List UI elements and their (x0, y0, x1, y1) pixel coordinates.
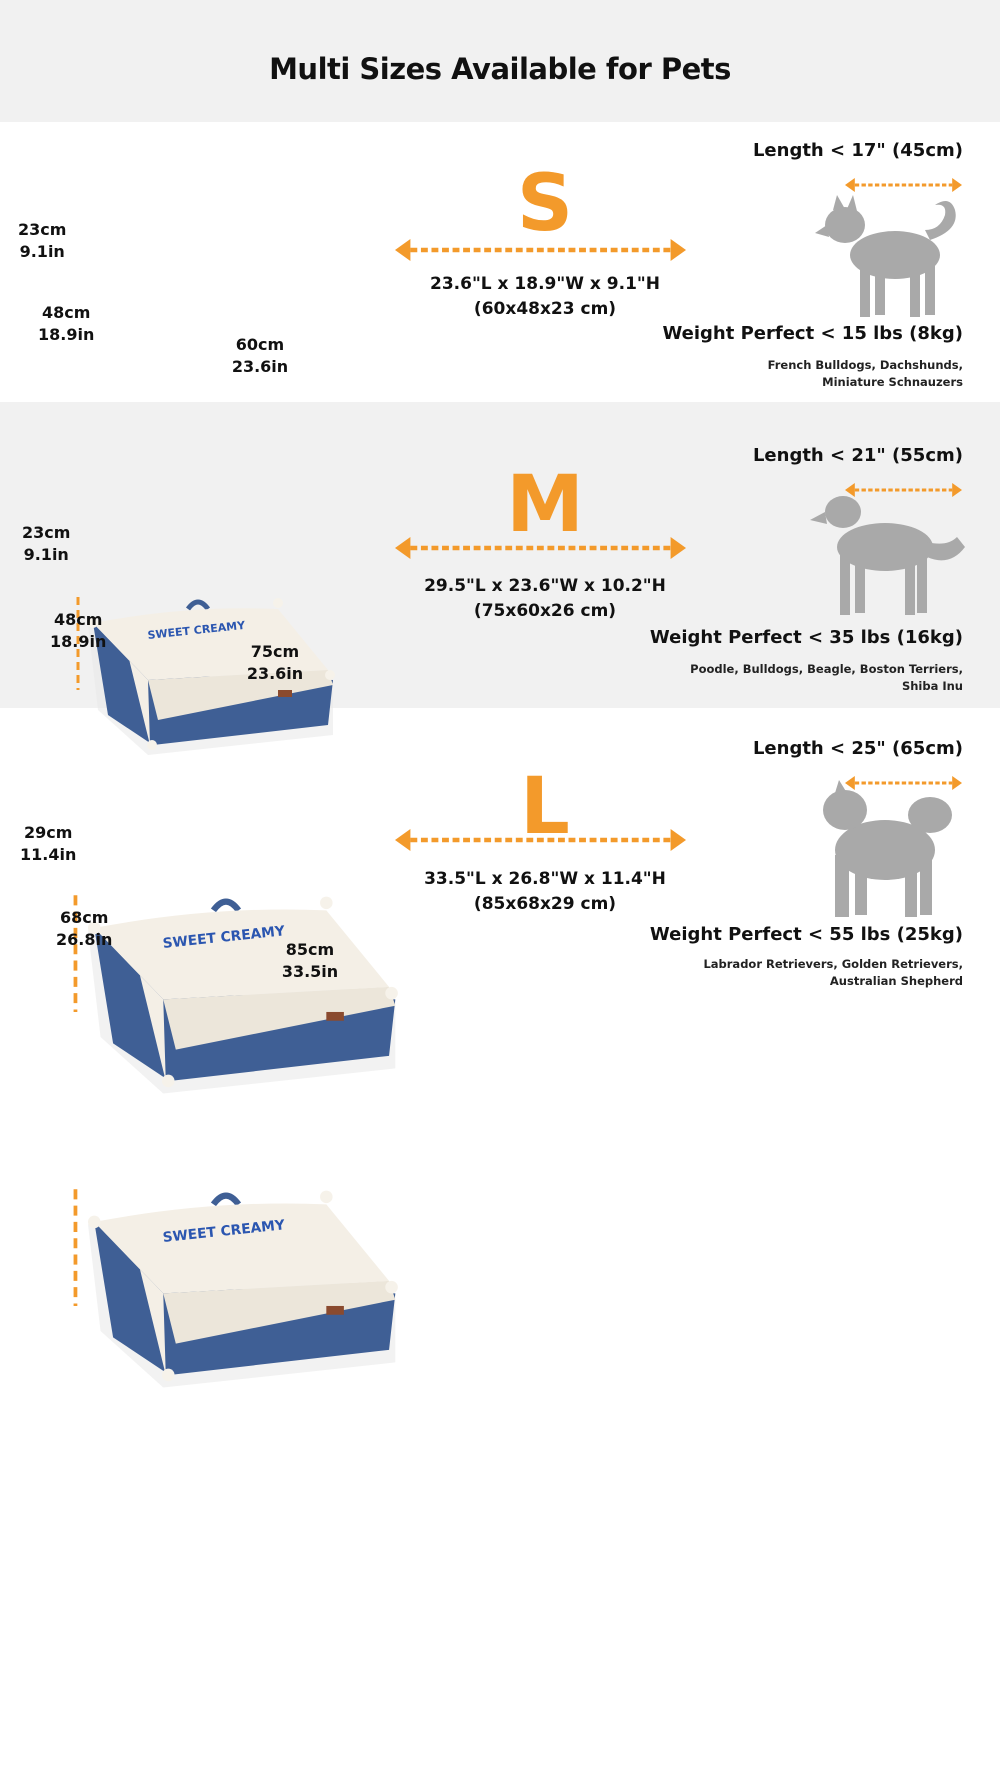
breeds-line-2: Shiba Inu (901, 679, 963, 693)
size-arrow-icon (395, 239, 686, 261)
weight-limit: Weight Perfect < 35 lbs (16kg) (649, 627, 963, 648)
size-arrow-icon (395, 537, 686, 559)
width-cm: 68cm (59, 908, 109, 927)
height-in: 9.1in (19, 242, 65, 261)
fluffy-dog-silhouette-icon (823, 780, 952, 917)
width-in: 18.9in (38, 325, 95, 344)
bed-length-label: 85cm 33.5in (280, 939, 340, 983)
breeds-line-2: Miniature Schnauzers (822, 375, 963, 389)
bed-height-label: 23cm 9.1in (18, 219, 66, 263)
length-cm: 75cm (250, 642, 300, 661)
dimensions-inches: 33.5"L x 26.8"W x 11.4"H (424, 869, 666, 889)
length-cm: 85cm (285, 940, 335, 959)
dimensions-inches: 29.5"L x 23.6"W x 10.2"H (424, 576, 666, 596)
section-small (0, 122, 1000, 402)
breed-list: French Bulldogs, Dachshunds, Miniature Sc… (768, 357, 963, 391)
length-cm: 60cm (235, 335, 285, 354)
breeds-line-1: Poodle, Bulldogs, Beagle, Boston Terrier… (690, 662, 963, 676)
bed-length-label: 75cm 23.6in (245, 641, 305, 685)
pet-length: Length < 17" (45cm) (752, 140, 963, 161)
height-in: 11.4in (20, 845, 77, 864)
pet-bed-image: SWEET CREAMY (76, 597, 335, 755)
header-band: Multi Sizes Available for Pets (0, 0, 1000, 122)
pet-length-arrow-icon (845, 776, 962, 790)
length-in: 33.5in (281, 962, 339, 981)
bed-height-label: 29cm 11.4in (20, 822, 76, 866)
bed-width-label: 68cm 26.8in (56, 907, 112, 951)
collie-silhouette-icon (810, 496, 965, 615)
dimensions-cm: (60x48x23 cm) (473, 299, 617, 319)
bed-length-label: 60cm 23.6in (230, 334, 290, 378)
size-letter: S (516, 159, 574, 249)
length-in: 23.6in (231, 357, 289, 376)
bed-height-label: 23cm 9.1in (22, 522, 70, 566)
pet-length: Length < 21" (55cm) (752, 445, 963, 466)
breeds-line-1: French Bulldogs, Dachshunds, (767, 358, 963, 372)
dimensions-text: 33.5"L x 26.8"W x 11.4"H (85x68x29 cm) (395, 867, 695, 917)
height-in: 9.1in (23, 545, 69, 564)
size-letter: M (506, 460, 584, 550)
height-cm: 23cm (18, 220, 67, 239)
dimensions-inches: 23.6"L x 18.9"W x 9.1"H (430, 274, 660, 294)
husky-silhouette-icon (815, 195, 956, 317)
page-title: Multi Sizes Available for Pets (269, 52, 731, 86)
height-cm: 23cm (22, 523, 71, 542)
pet-length-arrow-icon (845, 178, 962, 192)
breed-list: Poodle, Bulldogs, Beagle, Boston Terrier… (690, 661, 963, 695)
dimensions-cm: (75x60x26 cm) (473, 601, 617, 621)
breeds-line-1: Labrador Retrievers, Golden Retrievers, (703, 957, 963, 971)
pet-bed-image: SWEET CREAMY (73, 1189, 398, 1388)
height-cm: 29cm (23, 823, 73, 842)
bed-width-label: 48cm 18.9in (38, 302, 94, 346)
width-in: 26.8in (56, 930, 113, 949)
dimensions-text: 23.6"L x 18.9"W x 9.1"H (60x48x23 cm) (395, 272, 695, 322)
breeds-line-2: Australian Shepherd (829, 974, 963, 988)
pet-length: Length < 25" (65cm) (752, 738, 963, 759)
width-cm: 48cm (53, 610, 103, 629)
width-cm: 48cm (41, 303, 91, 322)
bed-width-label: 48cm 18.9in (50, 609, 106, 653)
weight-limit: Weight Perfect < 15 lbs (8kg) (662, 323, 963, 344)
dimensions-text: 29.5"L x 23.6"W x 10.2"H (75x60x26 cm) (395, 574, 695, 624)
size-arrow-icon (395, 829, 686, 851)
width-in: 18.9in (50, 632, 107, 651)
size-letter: L (520, 762, 570, 852)
breed-list: Labrador Retrievers, Golden Retrievers, A… (703, 956, 963, 990)
pet-length-arrow-icon (845, 483, 962, 497)
dimensions-cm: (85x68x29 cm) (473, 894, 617, 914)
weight-limit: Weight Perfect < 55 lbs (25kg) (649, 924, 963, 945)
length-in: 23.6in (246, 664, 304, 683)
